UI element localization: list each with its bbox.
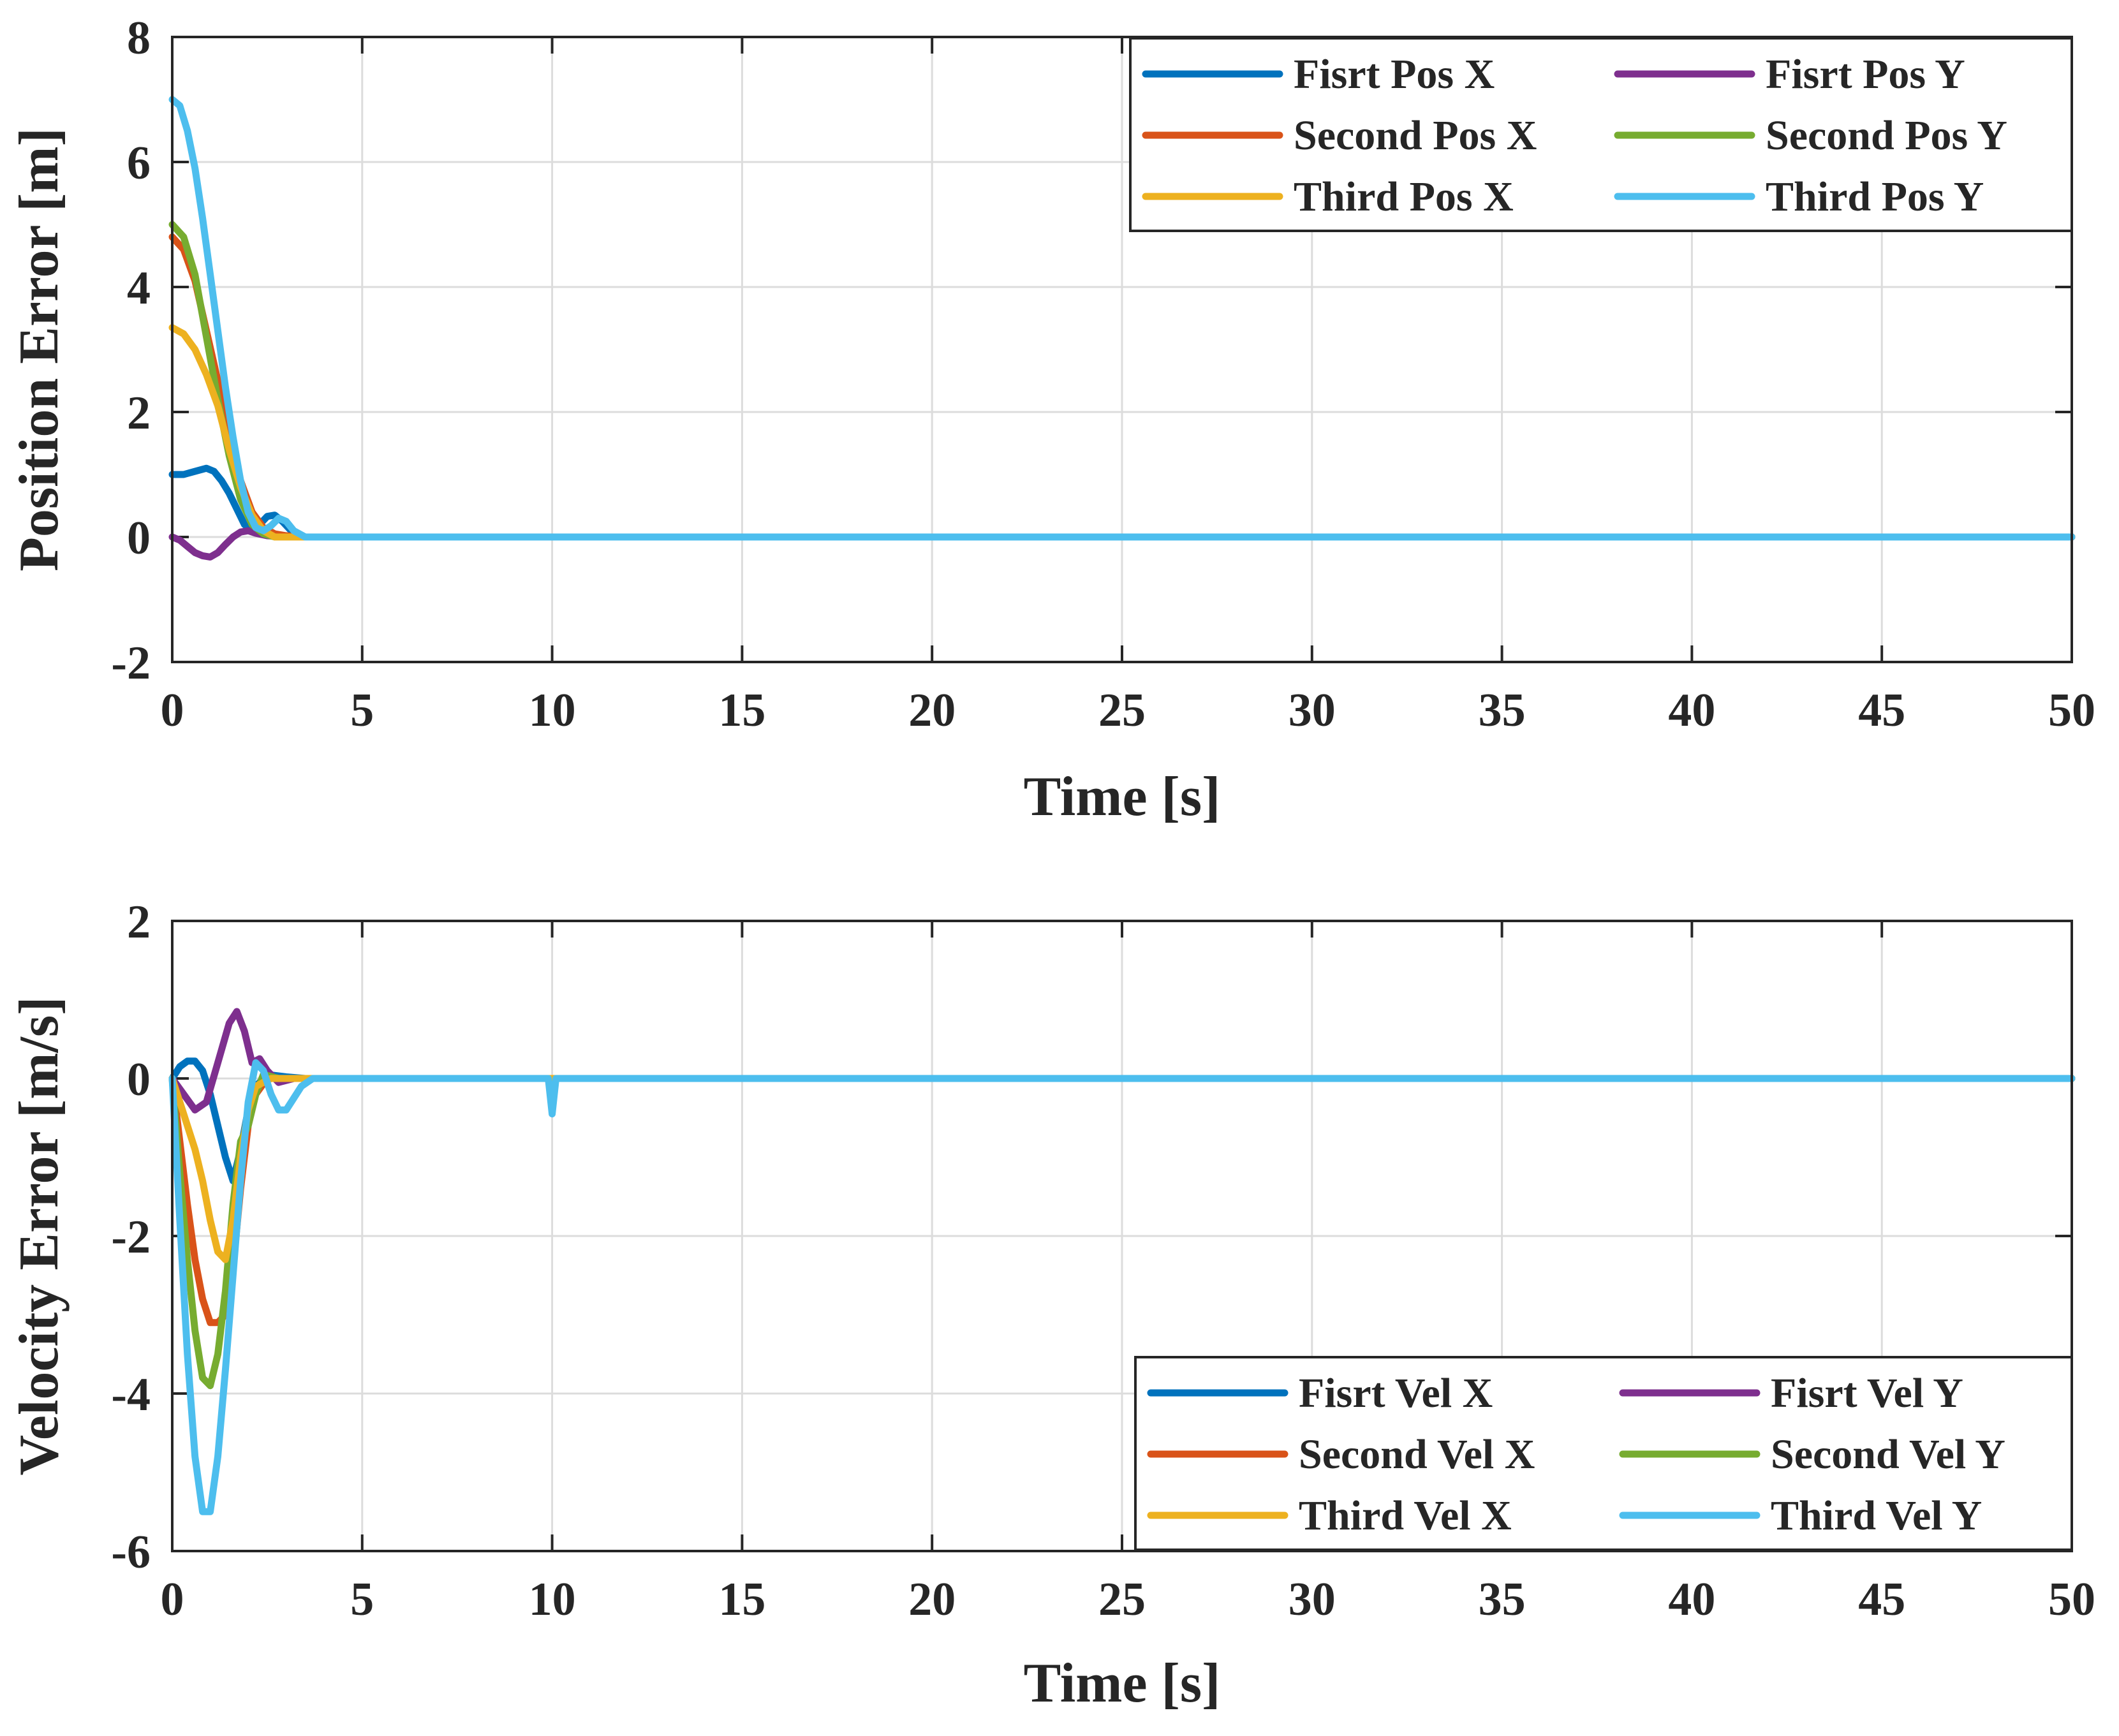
y-tick-label: 2 bbox=[127, 387, 151, 439]
legend-label-6: Third Pos Y bbox=[1766, 173, 1984, 220]
x-tick-label: 35 bbox=[1479, 1573, 1526, 1626]
legend-label-5: Third Vel X bbox=[1299, 1492, 1512, 1539]
y-tick-label: 6 bbox=[127, 137, 151, 189]
y-tick-label: -6 bbox=[111, 1526, 151, 1578]
legend-label-1: Fisrt Pos X bbox=[1294, 51, 1495, 98]
x-tick-label: 35 bbox=[1479, 684, 1526, 737]
legend: Fisrt Vel X Fisrt Vel Y Second Vel X Second… bbox=[1134, 1356, 2073, 1551]
series-line-6 bbox=[168, 96, 2076, 541]
x-tick-label: 5 bbox=[350, 684, 374, 737]
legend-box bbox=[1134, 1356, 2073, 1551]
y-tick-label: -2 bbox=[111, 1211, 151, 1263]
legend-label-2: Fisrt Vel Y bbox=[1771, 1370, 1963, 1416]
legend: Fisrt Pos X Fisrt Pos Y Second Pos X Second… bbox=[1129, 37, 2073, 232]
legend-label-6: Third Vel Y bbox=[1771, 1492, 1982, 1539]
x-tick-label: 10 bbox=[529, 1573, 576, 1626]
x-tick-label: 40 bbox=[1668, 1573, 1715, 1626]
x-tick-label: 0 bbox=[161, 684, 184, 737]
x-tick-label: 25 bbox=[1098, 1573, 1146, 1626]
y-tick-label: 2 bbox=[127, 896, 151, 948]
y-tick-label: 4 bbox=[127, 262, 151, 314]
x-tick-label: 40 bbox=[1668, 684, 1715, 737]
y-axis-label: Velocity Error [m/s] bbox=[8, 996, 70, 1475]
legend-label-3: Second Pos X bbox=[1294, 112, 1537, 159]
x-tick-label: 5 bbox=[350, 1573, 374, 1626]
x-axis-label: Time [s] bbox=[1024, 1652, 1221, 1714]
legend-label-4: Second Pos Y bbox=[1766, 112, 2007, 159]
y-tick-label: 0 bbox=[127, 1054, 151, 1106]
axes-box bbox=[171, 920, 2073, 1552]
x-tick-label: 20 bbox=[908, 684, 956, 737]
x-tick-label: 45 bbox=[1858, 1573, 1905, 1626]
y-tick-label: -2 bbox=[111, 637, 151, 689]
legend-label-1: Fisrt Vel X bbox=[1299, 1370, 1493, 1416]
y-tick-label: 0 bbox=[127, 512, 151, 564]
axes-box bbox=[171, 36, 2073, 663]
x-tick-label: 50 bbox=[2048, 684, 2095, 737]
legend-label-3: Second Vel X bbox=[1299, 1431, 1535, 1478]
y-tick-label: -4 bbox=[111, 1369, 151, 1421]
y-tick-label: 8 bbox=[127, 12, 151, 64]
legend-box bbox=[1129, 37, 2073, 232]
y-axis-label: Position Error [m] bbox=[8, 128, 70, 571]
x-tick-label: 10 bbox=[529, 684, 576, 737]
chart-panel-2: 0 5 10 15 20 25 30 35 40 45 50 -6 -4 -2 0 2 Time [s] Velo… bbox=[8, 896, 2095, 1714]
legend-label-2: Fisrt Pos Y bbox=[1766, 51, 1965, 98]
legend-label-4: Second Vel Y bbox=[1771, 1431, 2005, 1478]
x-tick-label: 0 bbox=[161, 1573, 184, 1626]
x-axis-label: Time [s] bbox=[1024, 766, 1221, 828]
x-tick-label: 25 bbox=[1098, 684, 1146, 737]
x-tick-label: 50 bbox=[2048, 1573, 2095, 1626]
x-tick-label: 20 bbox=[908, 1573, 956, 1626]
x-tick-label: 15 bbox=[718, 684, 765, 737]
series-line-6 bbox=[168, 1059, 2076, 1515]
x-tick-label: 30 bbox=[1288, 1573, 1336, 1626]
x-tick-label: 45 bbox=[1858, 684, 1905, 737]
legend-label-5: Third Pos X bbox=[1294, 173, 1514, 220]
x-tick-label: 30 bbox=[1288, 684, 1336, 737]
x-tick-label: 15 bbox=[718, 1573, 765, 1626]
